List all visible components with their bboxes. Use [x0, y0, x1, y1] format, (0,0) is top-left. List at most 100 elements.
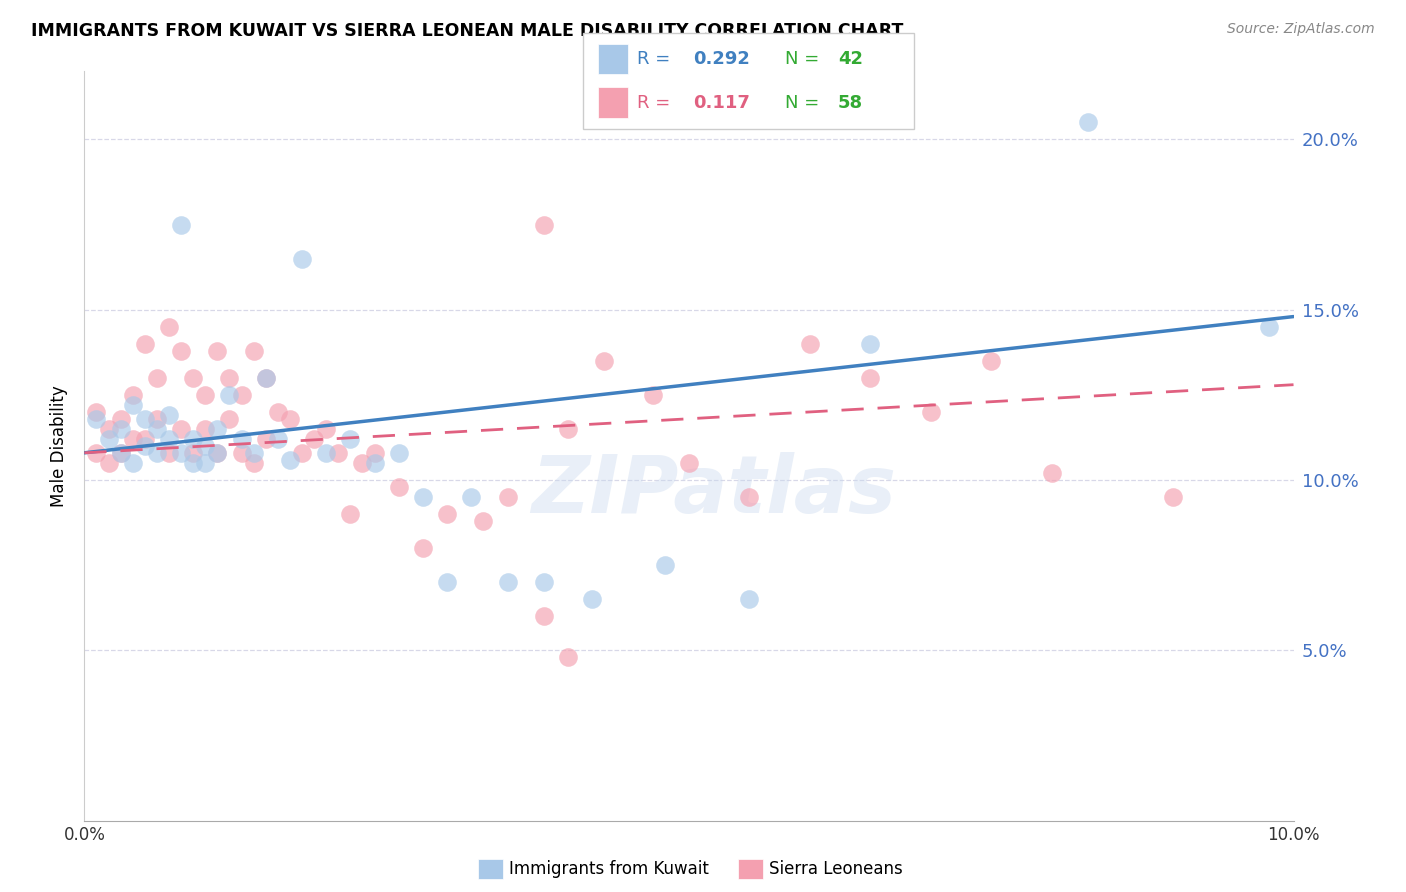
Point: [388, 446, 411, 460]
Point: [436, 575, 458, 590]
Point: [267, 432, 290, 446]
Text: IMMIGRANTS FROM KUWAIT VS SIERRA LEONEAN MALE DISABILITY CORRELATION CHART: IMMIGRANTS FROM KUWAIT VS SIERRA LEONEAN…: [31, 22, 903, 40]
Point: [412, 490, 434, 504]
Point: [157, 319, 180, 334]
Point: [181, 446, 204, 460]
Point: [496, 490, 519, 504]
Point: [412, 541, 434, 556]
Text: ZIPatlas: ZIPatlas: [530, 452, 896, 530]
Point: [388, 480, 411, 494]
Point: [738, 592, 761, 607]
Point: [581, 592, 603, 607]
Point: [134, 336, 156, 351]
Point: [859, 336, 882, 351]
Point: [170, 446, 193, 460]
Text: R =: R =: [637, 50, 676, 69]
Point: [207, 446, 229, 460]
Point: [678, 456, 700, 470]
Point: [315, 446, 337, 460]
Text: 42: 42: [838, 50, 863, 69]
Point: [302, 432, 325, 446]
Point: [231, 446, 253, 460]
Point: [291, 252, 314, 266]
Point: [170, 218, 193, 232]
Point: [170, 422, 193, 436]
Text: N =: N =: [785, 50, 824, 69]
Text: Immigrants from Kuwait: Immigrants from Kuwait: [509, 860, 709, 878]
Point: [496, 575, 519, 590]
Point: [121, 398, 143, 412]
Point: [157, 432, 180, 446]
Point: [134, 439, 156, 453]
Point: [146, 371, 169, 385]
Point: [533, 609, 555, 624]
Point: [339, 432, 361, 446]
Point: [1258, 319, 1281, 334]
Point: [436, 507, 458, 521]
Point: [242, 343, 264, 358]
Point: [363, 456, 385, 470]
Point: [194, 422, 217, 436]
Text: 0.292: 0.292: [693, 50, 749, 69]
Point: [472, 514, 495, 528]
Point: [207, 343, 229, 358]
Point: [242, 456, 264, 470]
Point: [97, 432, 120, 446]
Point: [980, 354, 1002, 368]
Point: [110, 411, 132, 425]
Point: [267, 405, 290, 419]
Point: [134, 432, 156, 446]
Point: [291, 446, 314, 460]
Point: [146, 422, 169, 436]
Point: [242, 446, 264, 460]
Point: [110, 446, 132, 460]
Point: [110, 446, 132, 460]
Point: [533, 575, 555, 590]
Point: [218, 371, 240, 385]
Point: [593, 354, 616, 368]
Point: [146, 411, 169, 425]
Point: [859, 371, 882, 385]
Point: [181, 432, 204, 446]
Point: [533, 218, 555, 232]
Text: R =: R =: [637, 94, 682, 112]
Point: [278, 411, 301, 425]
Point: [738, 490, 761, 504]
Point: [157, 446, 180, 460]
Point: [121, 456, 143, 470]
Point: [315, 422, 337, 436]
Point: [134, 411, 156, 425]
Point: [207, 422, 229, 436]
Point: [181, 371, 204, 385]
Point: [157, 409, 180, 423]
Text: Sierra Leoneans: Sierra Leoneans: [769, 860, 903, 878]
Point: [194, 388, 217, 402]
Point: [170, 343, 193, 358]
Point: [86, 411, 108, 425]
Text: N =: N =: [785, 94, 824, 112]
Point: [254, 371, 277, 385]
Point: [207, 446, 229, 460]
Point: [278, 452, 301, 467]
Point: [460, 490, 482, 504]
Text: 58: 58: [838, 94, 863, 112]
Text: 0.117: 0.117: [693, 94, 749, 112]
Text: Source: ZipAtlas.com: Source: ZipAtlas.com: [1227, 22, 1375, 37]
Point: [218, 411, 240, 425]
Point: [110, 422, 132, 436]
Point: [218, 388, 240, 402]
Point: [146, 446, 169, 460]
Point: [86, 446, 108, 460]
Point: [1040, 467, 1063, 481]
Point: [121, 432, 143, 446]
Point: [1077, 115, 1099, 129]
Point: [231, 432, 253, 446]
Point: [194, 439, 217, 453]
Point: [194, 456, 217, 470]
Point: [97, 422, 120, 436]
Point: [352, 456, 374, 470]
Point: [121, 388, 143, 402]
Point: [86, 405, 108, 419]
Point: [231, 388, 253, 402]
Point: [328, 446, 350, 460]
